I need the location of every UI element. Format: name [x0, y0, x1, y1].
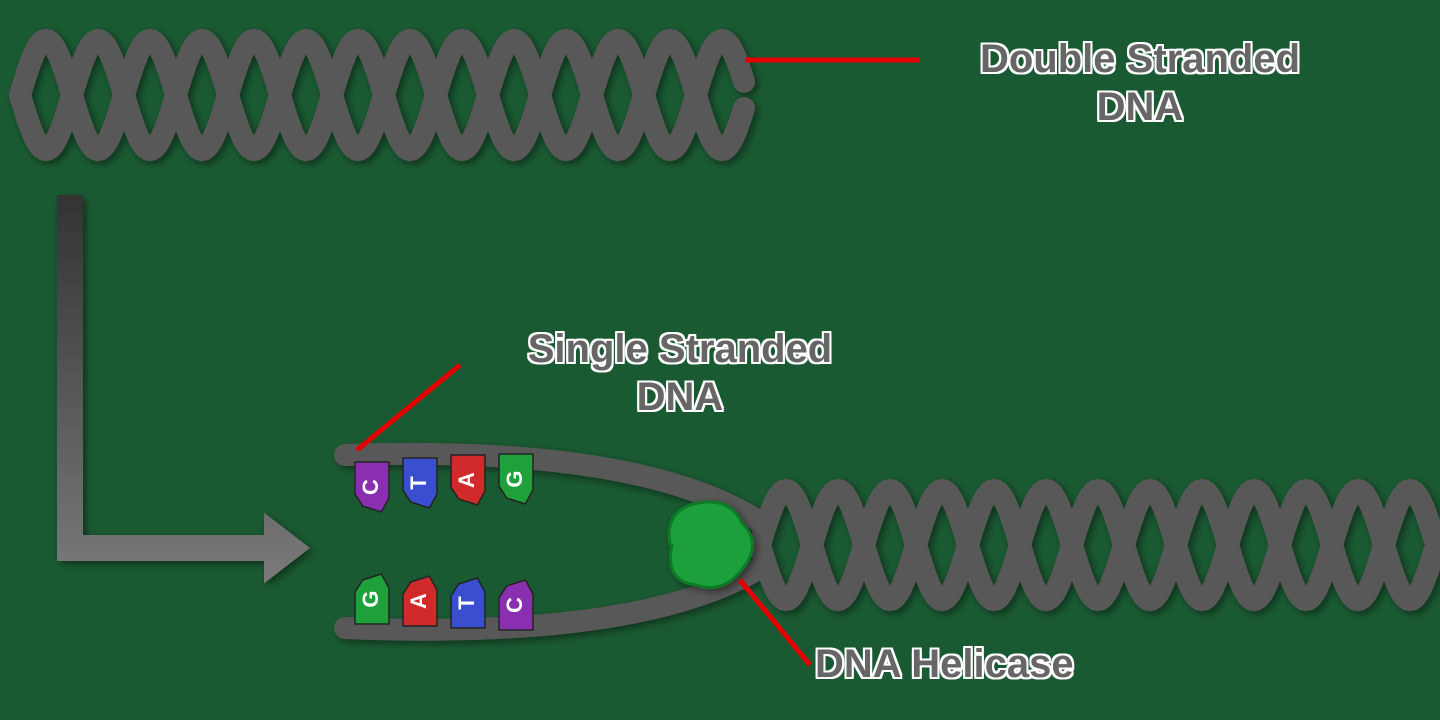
diagram-canvas: C T A G G A T C Double Stranded DNA Single Stra…: [0, 0, 1440, 720]
ds-dna-helix: [20, 40, 744, 150]
base-T: T: [451, 578, 485, 628]
base-C: C: [355, 462, 389, 512]
base-C: C: [499, 580, 533, 630]
svg-text:A: A: [454, 472, 479, 488]
process-arrow: [57, 195, 310, 583]
label-ds-line1: Double Stranded: [980, 37, 1300, 81]
bases: C T A G G A T C: [355, 454, 533, 630]
label-helicase: DNA Helicase: [815, 640, 1175, 688]
svg-text:A: A: [406, 593, 431, 609]
base-A: A: [403, 576, 437, 626]
label-helicase-text: DNA Helicase: [815, 642, 1074, 686]
label-ss-line1: Single Stranded: [528, 327, 833, 371]
svg-text:T: T: [454, 596, 479, 610]
label-ss-line2: DNA: [637, 375, 724, 419]
svg-text:G: G: [502, 470, 527, 487]
base-G: G: [355, 574, 389, 624]
svg-text:T: T: [406, 476, 431, 490]
svg-text:C: C: [358, 479, 383, 495]
svg-text:C: C: [502, 597, 527, 613]
label-ds-dna: Double Stranded DNA: [930, 35, 1350, 131]
leader-ss-dna: [357, 365, 460, 450]
label-ss-dna: Single Stranded DNA: [470, 325, 890, 421]
base-T: T: [403, 458, 437, 508]
base-A: A: [451, 455, 485, 505]
label-ds-line2: DNA: [1097, 85, 1184, 129]
svg-text:G: G: [358, 590, 383, 607]
base-G: G: [499, 454, 533, 504]
